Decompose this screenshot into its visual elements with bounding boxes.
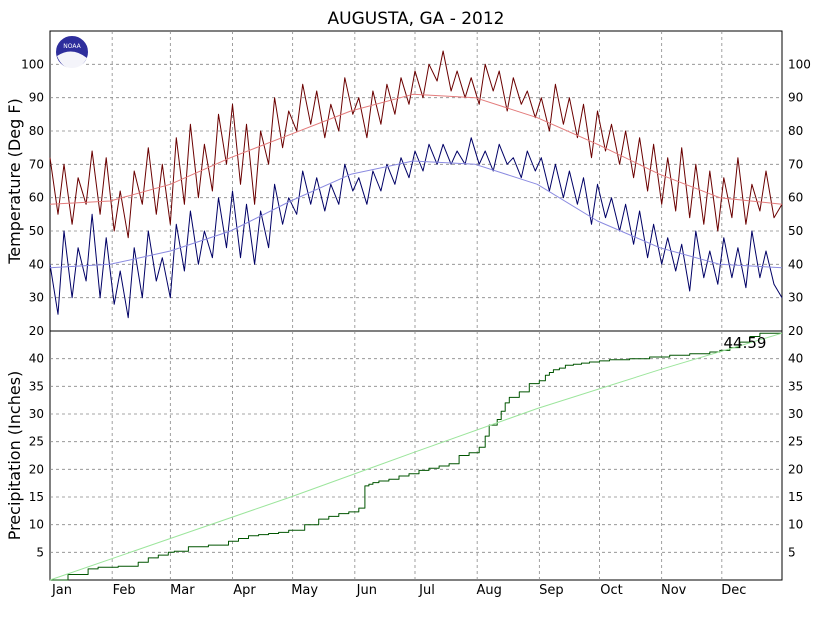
y-tick-label-left: 30 xyxy=(29,291,44,305)
plot-frame xyxy=(49,330,783,581)
y-tick-label-left: 40 xyxy=(29,352,44,366)
y-tick-label-right: 15 xyxy=(788,490,803,504)
y-tick-label-right: 30 xyxy=(788,407,803,421)
y-tick-label-left: 40 xyxy=(29,257,44,271)
y-tick-label-left: 10 xyxy=(29,518,44,532)
noaa-logo: NOAA xyxy=(54,34,90,70)
y-tick-label-right: 70 xyxy=(788,157,803,171)
y-tick-label-right: 10 xyxy=(788,518,803,532)
month-label: Apr xyxy=(233,583,256,598)
y-tick-label-left: 70 xyxy=(29,157,44,171)
y-axis-label: Precipitation (Inches) xyxy=(5,371,24,541)
y-tick-label-left: 20 xyxy=(29,324,44,338)
y-tick-label-right: 60 xyxy=(788,191,803,205)
month-label: Oct xyxy=(600,583,622,598)
y-tick-label-left: 50 xyxy=(29,224,44,238)
y-tick-label-right: 35 xyxy=(788,379,803,393)
month-label: Jul xyxy=(418,583,435,598)
y-axis-label: Temperature (Deg F) xyxy=(5,98,24,265)
y-tick-label-right: 50 xyxy=(788,224,803,238)
month-label: Jan xyxy=(51,583,72,598)
month-label: Aug xyxy=(476,583,501,598)
y-tick-label-right: 30 xyxy=(788,291,803,305)
chart-title: AUGUSTA, GA - 2012 xyxy=(328,9,505,29)
month-label: Jun xyxy=(356,583,377,598)
logo-text: NOAA xyxy=(63,43,81,50)
precipitation-panel: 5 5 10 10 15 15 20 20 25 25 30 30 35 35 40 40 Precipitat… xyxy=(5,330,803,581)
y-tick-label-left: 90 xyxy=(29,91,44,105)
y-tick-label-left: 15 xyxy=(29,490,44,504)
y-tick-label-left: 80 xyxy=(29,124,44,138)
y-tick-label-left: 30 xyxy=(29,407,44,421)
y-tick-label-right: 20 xyxy=(788,462,803,476)
series-line-0 xyxy=(50,332,782,581)
y-tick-label-left: 20 xyxy=(29,462,44,476)
y-tick-label-right: 25 xyxy=(788,435,803,449)
y-tick-label-right: 100 xyxy=(788,57,811,71)
series-line-3 xyxy=(49,160,783,269)
month-label: May xyxy=(291,583,318,598)
month-label: Mar xyxy=(170,583,195,598)
y-tick-label-left: 25 xyxy=(29,435,44,449)
month-axis: Jan Feb Mar Apr May Jun Jul Aug Sep Oct Nov Dec xyxy=(51,583,746,598)
series-line-1 xyxy=(49,137,783,319)
y-tick-label-left: 35 xyxy=(29,379,44,393)
series-line-0 xyxy=(49,50,783,239)
y-tick-label-right: 40 xyxy=(788,257,803,271)
y-tick-label-right: 5 xyxy=(788,545,796,559)
total-annotation: 44.59 xyxy=(724,334,767,352)
month-label: Nov xyxy=(661,583,687,598)
series-line-2 xyxy=(49,93,783,205)
month-label: Sep xyxy=(539,583,564,598)
series-line-1 xyxy=(49,332,783,581)
y-tick-label-left: 60 xyxy=(29,191,44,205)
y-tick-label-right: 90 xyxy=(788,91,803,105)
month-label: Feb xyxy=(113,583,136,598)
y-tick-label-right: 80 xyxy=(788,124,803,138)
y-tick-label-right: 20 xyxy=(788,324,803,338)
y-tick-label-right: 40 xyxy=(788,352,803,366)
month-label: Dec xyxy=(721,583,746,598)
y-tick-label-left: 5 xyxy=(36,545,44,559)
temperature-panel: 20 20 30 30 40 40 50 50 60 60 70 70 80 80 90 90 100 100 Te… xyxy=(5,30,811,338)
y-tick-label-left: 100 xyxy=(21,57,44,71)
